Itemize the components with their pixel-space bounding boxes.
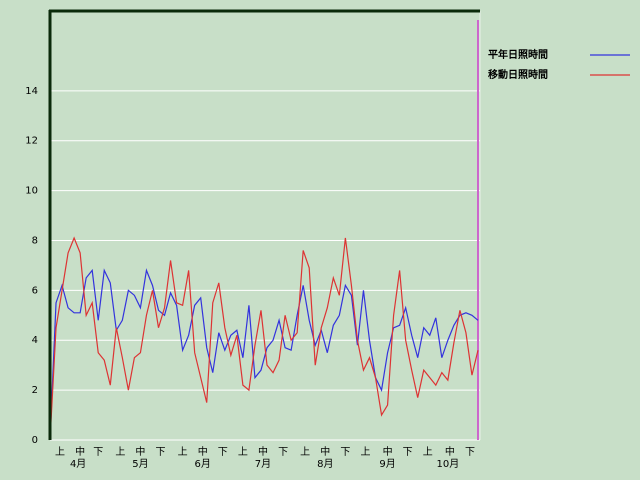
month-label: 6月 bbox=[195, 458, 211, 470]
x-tick-label: 下 bbox=[156, 447, 166, 458]
x-tick-label: 上 bbox=[423, 446, 433, 458]
series-line bbox=[49, 236, 479, 441]
y-tick-label: 4 bbox=[32, 335, 38, 346]
y-tick-label: 2 bbox=[32, 385, 38, 396]
x-tick-label: 中 bbox=[198, 445, 208, 458]
month-label: 4月 bbox=[70, 458, 86, 470]
x-tick-label: 上 bbox=[178, 446, 188, 458]
x-tick-label: 上 bbox=[238, 446, 248, 458]
x-tick-label: 上 bbox=[115, 446, 125, 458]
legend-label: 平年日照時間 bbox=[488, 48, 548, 61]
x-tick-label: 下 bbox=[218, 447, 228, 458]
y-tick-label: 0 bbox=[32, 435, 38, 446]
x-tick-label: 下 bbox=[340, 447, 350, 458]
x-tick-label: 中 bbox=[75, 445, 85, 458]
x-tick-label: 上 bbox=[55, 446, 65, 458]
x-tick-label: 下 bbox=[403, 447, 413, 458]
month-label: 5月 bbox=[132, 458, 148, 470]
x-tick-label: 中 bbox=[445, 445, 455, 458]
month-label: 8月 bbox=[317, 458, 333, 470]
legend-label: 移動日照時間 bbox=[488, 68, 548, 81]
x-tick-label: 下 bbox=[278, 447, 288, 458]
x-tick-label: 中 bbox=[135, 445, 145, 458]
x-tick-label: 下 bbox=[93, 447, 103, 458]
x-tick-label: 上 bbox=[360, 446, 370, 458]
x-tick-label: 上 bbox=[300, 446, 310, 458]
y-tick-label: 12 bbox=[25, 136, 38, 147]
month-label: 9月 bbox=[379, 458, 395, 470]
series-line bbox=[49, 268, 479, 441]
x-tick-label: 中 bbox=[383, 445, 393, 458]
y-tick-label: 14 bbox=[25, 86, 38, 97]
x-tick-label: 中 bbox=[320, 445, 330, 458]
month-label: 7月 bbox=[255, 458, 271, 470]
x-tick-label: 下 bbox=[465, 447, 475, 458]
y-tick-label: 6 bbox=[32, 285, 38, 296]
y-tick-label: 8 bbox=[32, 235, 38, 246]
month-label: 10月 bbox=[436, 458, 459, 470]
y-tick-label: 10 bbox=[25, 186, 38, 197]
x-tick-label: 中 bbox=[258, 445, 268, 458]
